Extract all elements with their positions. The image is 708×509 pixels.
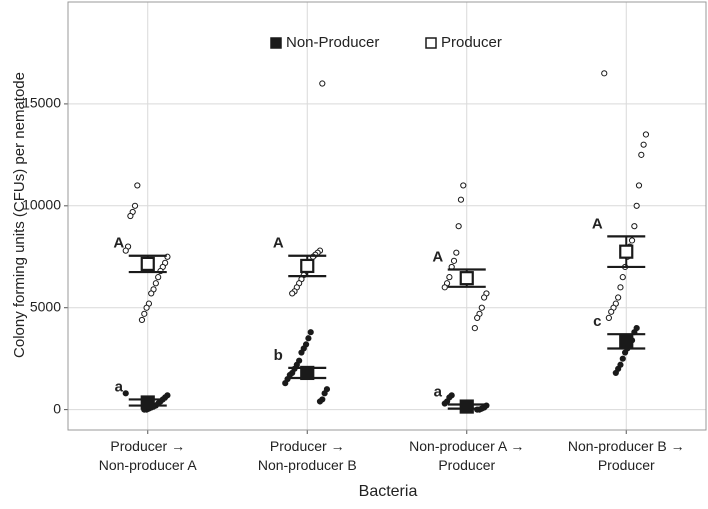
data-point xyxy=(455,223,462,230)
data-point xyxy=(460,182,467,189)
data-point xyxy=(621,349,629,356)
data-point xyxy=(152,280,159,287)
data-point xyxy=(122,247,129,254)
significance-letter: A xyxy=(113,235,124,252)
y-tick-label: 10000 xyxy=(22,197,61,213)
data-point xyxy=(450,257,458,264)
significance-letter: A xyxy=(432,248,443,265)
mean-marker xyxy=(619,244,634,259)
data-point xyxy=(289,290,296,297)
data-point xyxy=(298,349,305,356)
data-point xyxy=(481,294,488,301)
data-point xyxy=(143,304,150,311)
mean-marker xyxy=(300,365,315,381)
data-point xyxy=(148,290,155,297)
data-point xyxy=(155,274,162,281)
data-point xyxy=(282,380,289,387)
data-point xyxy=(619,355,626,362)
data-point xyxy=(453,249,460,256)
mean-marker xyxy=(619,334,634,349)
data-point xyxy=(642,131,650,138)
data-point xyxy=(316,398,324,405)
data-point xyxy=(441,284,448,291)
significance-letter: A xyxy=(273,235,284,252)
data-point xyxy=(122,390,129,397)
data-point xyxy=(635,182,643,189)
mean-marker xyxy=(300,258,315,274)
data-point xyxy=(319,80,326,87)
mean-marker xyxy=(140,256,155,271)
x-axis-label: Bacteria xyxy=(359,483,418,500)
legend-label: Producer xyxy=(441,34,502,51)
data-point xyxy=(619,274,626,281)
x-tick-label: Producer → Non-producer A xyxy=(99,438,198,473)
data-point xyxy=(631,223,638,230)
data-point xyxy=(471,324,478,332)
significance-letter: A xyxy=(592,215,603,232)
y-axis-label: Colony forming units (CFUs) per nematode xyxy=(11,72,28,358)
significance-letter: a xyxy=(434,383,443,400)
plot-border xyxy=(67,1,707,431)
significance-letter: c xyxy=(593,313,601,330)
legend-marker xyxy=(270,37,282,49)
data-point xyxy=(612,369,619,377)
data-point xyxy=(446,274,453,281)
mean-marker xyxy=(459,399,474,414)
data-point xyxy=(131,202,139,209)
data-point xyxy=(127,212,134,220)
data-point xyxy=(608,308,615,315)
data-point xyxy=(441,400,448,407)
data-point xyxy=(638,151,645,158)
data-point xyxy=(478,304,485,311)
x-tick-label: Non-producer B → Producer xyxy=(568,438,685,473)
x-tick-label: Non-producer A → Producer xyxy=(409,438,524,473)
y-tick-label: 15000 xyxy=(22,95,61,111)
mean-marker xyxy=(459,271,474,286)
data-point xyxy=(628,237,636,244)
y-tick-label: 0 xyxy=(53,400,61,416)
data-point xyxy=(305,335,312,342)
significance-letter: b xyxy=(274,347,283,364)
data-point xyxy=(633,202,640,209)
x-tick-label: Producer → Non-producer B xyxy=(258,438,357,473)
data-point xyxy=(615,294,622,301)
data-point xyxy=(138,316,146,324)
data-point xyxy=(640,141,647,148)
data-point xyxy=(307,329,314,336)
legend-label: Non-Producer xyxy=(286,34,379,51)
legend-marker xyxy=(425,37,437,49)
data-point xyxy=(601,70,608,77)
data-point xyxy=(457,196,465,203)
data-point xyxy=(617,284,624,291)
data-point xyxy=(134,182,141,189)
data-point xyxy=(605,314,612,322)
y-tick-label: 5000 xyxy=(30,298,61,314)
data-point xyxy=(141,310,148,317)
data-point xyxy=(321,390,328,397)
data-point xyxy=(474,314,481,322)
significance-letter: a xyxy=(115,378,124,395)
mean-marker xyxy=(140,395,155,410)
